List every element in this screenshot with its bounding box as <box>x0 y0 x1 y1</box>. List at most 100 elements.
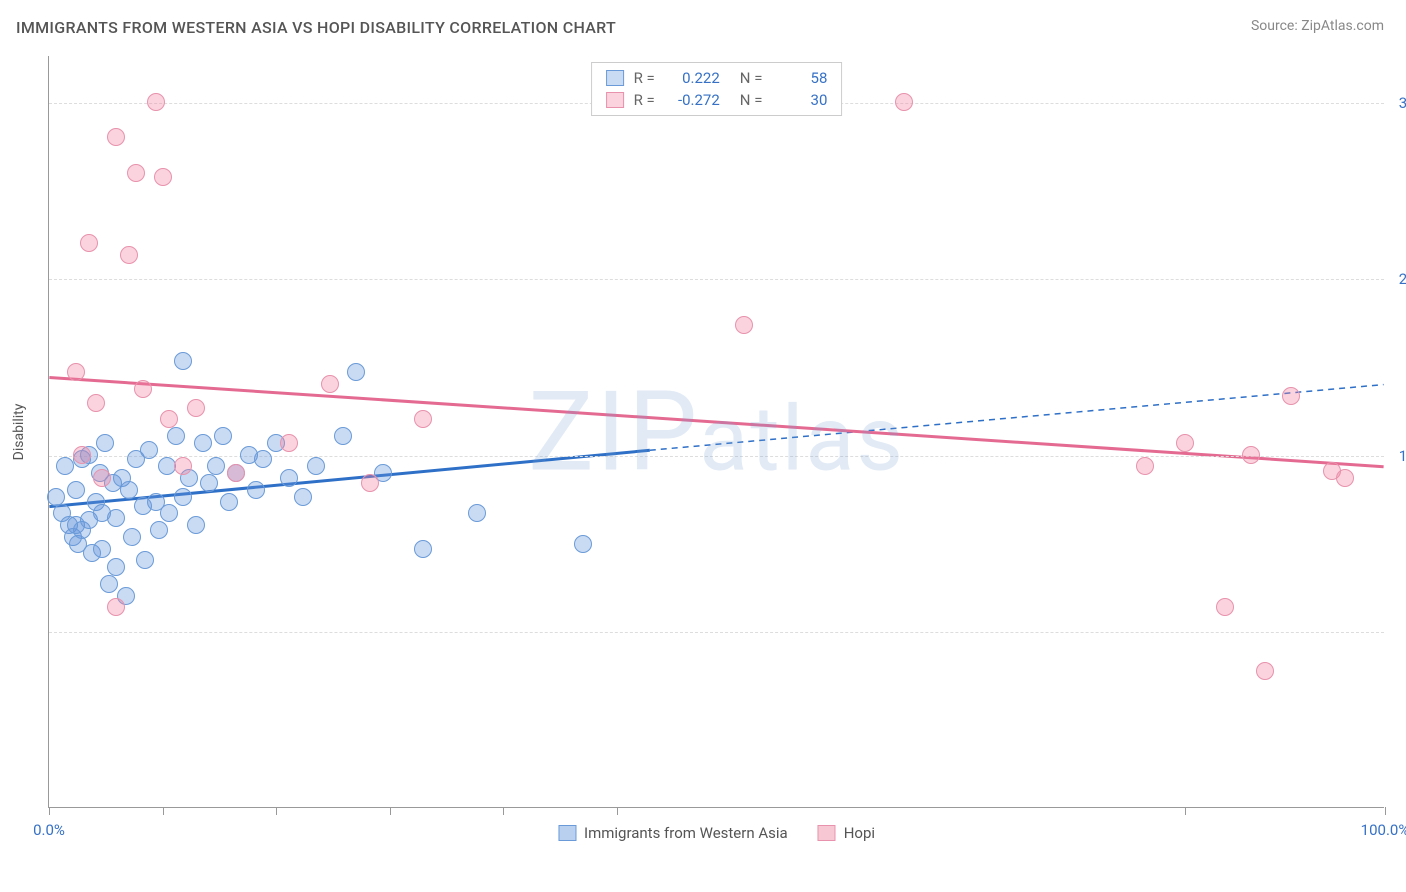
series-legend: Immigrants from Western Asia Hopi <box>558 824 875 842</box>
n-value: 30 <box>772 91 827 109</box>
data-point <box>93 540 111 558</box>
data-point <box>67 481 85 499</box>
data-point <box>107 509 125 527</box>
trend-lines-svg <box>49 56 1384 807</box>
legend-swatch <box>606 70 624 86</box>
data-point <box>1256 662 1274 680</box>
data-point <box>47 488 65 506</box>
data-point <box>96 434 114 452</box>
x-tick <box>1185 807 1186 815</box>
data-point <box>136 551 154 569</box>
series-legend-item: Hopi <box>818 824 875 842</box>
data-point <box>1216 598 1234 616</box>
x-tick <box>617 807 618 815</box>
data-point <box>1282 387 1300 405</box>
data-point <box>140 441 158 459</box>
correlation-legend-row: R = 0.222 N = 58 <box>606 67 828 89</box>
data-point <box>361 474 379 492</box>
data-point <box>735 316 753 334</box>
series-legend-item: Immigrants from Western Asia <box>558 824 788 842</box>
legend-swatch <box>818 825 836 841</box>
source-label: Source: ZipAtlas.com <box>1251 18 1384 34</box>
legend-swatch <box>606 92 624 108</box>
data-point <box>107 598 125 616</box>
data-point <box>107 558 125 576</box>
data-point <box>120 246 138 264</box>
data-point <box>220 493 238 511</box>
data-point <box>200 474 218 492</box>
r-value: 0.222 <box>665 69 720 87</box>
data-point <box>280 469 298 487</box>
data-point <box>127 164 145 182</box>
correlation-legend-row: R = -0.272 N = 30 <box>606 89 828 111</box>
data-point <box>1336 469 1354 487</box>
data-point <box>307 457 325 475</box>
data-point <box>67 363 85 381</box>
r-value: -0.272 <box>665 91 720 109</box>
data-point <box>123 528 141 546</box>
data-point <box>174 352 192 370</box>
y-tick-label: 22.5% <box>1399 270 1406 288</box>
chart-title: IMMIGRANTS FROM WESTERN ASIA VS HOPI DIS… <box>16 18 616 37</box>
data-point <box>1176 434 1194 452</box>
data-point <box>134 380 152 398</box>
series-legend-label: Hopi <box>844 824 875 842</box>
series-legend-label: Immigrants from Western Asia <box>584 824 788 842</box>
data-point <box>207 457 225 475</box>
data-point <box>93 469 111 487</box>
data-point <box>247 481 265 499</box>
x-tick <box>49 807 50 815</box>
data-point <box>194 434 212 452</box>
n-label: N = <box>740 69 763 87</box>
data-point <box>160 410 178 428</box>
data-point <box>87 394 105 412</box>
data-point <box>1136 457 1154 475</box>
chart-plot-area: Disability ZIPatlas R = 0.222 N = 58 R =… <box>48 56 1384 808</box>
x-tick <box>1385 807 1386 815</box>
data-point <box>280 434 298 452</box>
data-point <box>1242 446 1260 464</box>
gridline <box>49 279 1384 280</box>
data-point <box>334 427 352 445</box>
data-point <box>187 399 205 417</box>
x-tick-label: 0.0% <box>33 821 65 839</box>
x-tick-label: 100.0% <box>1361 821 1406 839</box>
x-tick <box>503 807 504 815</box>
data-point <box>895 93 913 111</box>
data-point <box>468 504 486 522</box>
y-tick-label: 30.0% <box>1399 94 1406 112</box>
n-value: 58 <box>772 69 827 87</box>
data-point <box>187 516 205 534</box>
data-point <box>120 481 138 499</box>
legend-swatch <box>558 825 576 841</box>
data-point <box>414 540 432 558</box>
data-point <box>100 575 118 593</box>
data-point <box>73 446 91 464</box>
r-label: R = <box>634 91 655 109</box>
data-point <box>214 427 232 445</box>
data-point <box>321 375 339 393</box>
x-tick <box>163 807 164 815</box>
x-tick <box>276 807 277 815</box>
data-point <box>174 488 192 506</box>
data-point <box>160 504 178 522</box>
data-point <box>254 450 272 468</box>
data-point <box>147 93 165 111</box>
data-point <box>347 363 365 381</box>
data-point <box>154 168 172 186</box>
correlation-legend: R = 0.222 N = 58 R = -0.272 N = 30 <box>591 62 843 116</box>
gridline <box>49 632 1384 633</box>
data-point <box>414 410 432 428</box>
y-tick-label: 15.0% <box>1399 447 1406 465</box>
y-axis-label: Disability <box>11 403 27 460</box>
data-point <box>174 457 192 475</box>
n-label: N = <box>740 91 763 109</box>
data-point <box>80 234 98 252</box>
r-label: R = <box>634 69 655 87</box>
data-point <box>56 457 74 475</box>
data-point <box>107 128 125 146</box>
data-point <box>150 521 168 539</box>
data-point <box>227 464 245 482</box>
data-point <box>294 488 312 506</box>
x-tick <box>390 807 391 815</box>
